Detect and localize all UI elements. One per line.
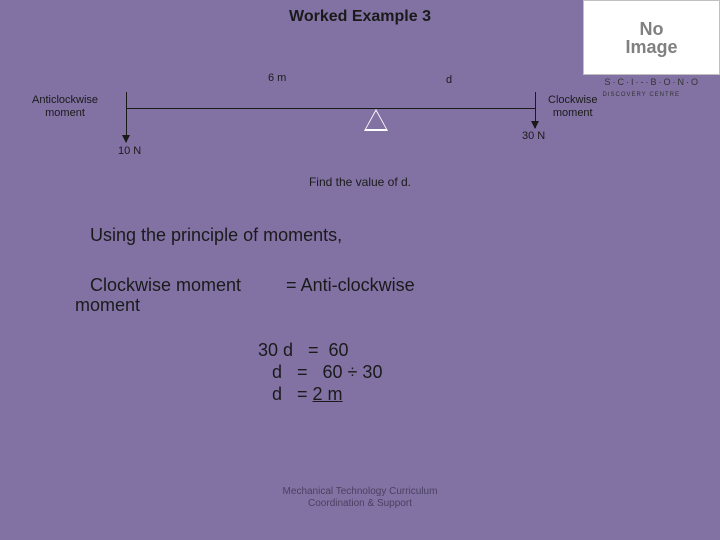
prompt-text: Find the value of d.: [0, 175, 720, 189]
distance-left-label: 6 m: [268, 72, 286, 84]
footer-text: Mechanical Technology Curriculum Coordin…: [0, 486, 720, 510]
footer-line2: Coordination & Support: [308, 498, 412, 509]
force-arrow-right: [535, 92, 536, 128]
anticlockwise-label: Anticlockwise moment: [32, 94, 98, 120]
cw-line2: moment: [553, 107, 593, 119]
no-image-placeholder: No Image: [583, 0, 720, 75]
force-left-label: 10 N: [118, 145, 141, 157]
equation-line3: d = 2 m: [272, 384, 343, 405]
logo-text-sub: DISCOVERY CENTRE: [603, 92, 680, 98]
distance-right-label: d: [446, 74, 452, 86]
equation-moments-cont: moment: [75, 295, 140, 316]
equation-line2: d = 60 ÷ 30: [272, 362, 382, 383]
force-arrow-left: [126, 92, 127, 142]
cw-line1: Clockwise: [548, 94, 598, 106]
footer-line1: Mechanical Technology Curriculum: [283, 486, 438, 497]
no-image-line1: No: [640, 20, 664, 38]
clockwise-label: Clockwise moment: [548, 94, 598, 120]
no-image-line2: Image: [625, 38, 677, 56]
acw-line1: Anticlockwise: [32, 94, 98, 106]
acw-line2: moment: [45, 107, 85, 119]
fulcrum-icon: [364, 109, 388, 131]
force-right-label: 30 N: [522, 130, 545, 142]
beam-line: [126, 108, 536, 109]
equation-moments: Clockwise moment = Anti-clockwise: [90, 275, 415, 296]
principle-text: Using the principle of moments,: [90, 225, 342, 246]
logo-text-main: S·C·I·-·B·O·N·O: [605, 77, 700, 87]
equation-line1: 30 d = 60: [258, 340, 349, 361]
answer-value: 2 m: [313, 384, 343, 404]
